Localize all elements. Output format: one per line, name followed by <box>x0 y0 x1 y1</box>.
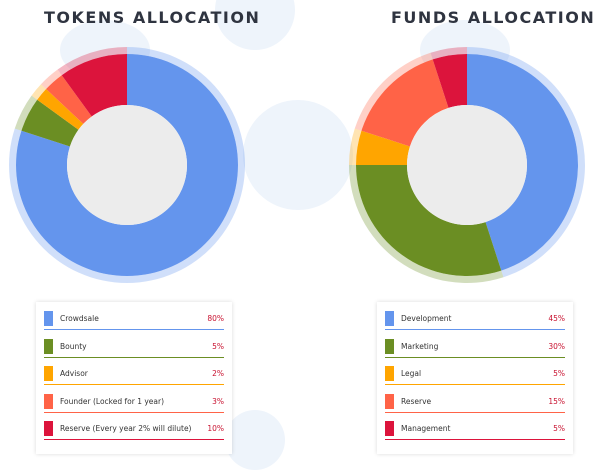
donut-slice <box>361 59 449 147</box>
legend-value: 15% <box>548 396 565 406</box>
legend-swatch <box>44 311 53 326</box>
legend-value: 5% <box>212 341 224 351</box>
donut-slice <box>46 75 92 124</box>
donut-halo-segment <box>354 52 433 131</box>
legend-label: Crowdsale <box>60 314 99 323</box>
legend-label: Advisor <box>60 369 88 378</box>
legend-value: 80% <box>207 314 224 323</box>
tokens-chart-title: TOKENS ALLOCATION <box>44 8 261 27</box>
background-circle <box>225 410 285 470</box>
donut-slice <box>37 89 84 130</box>
legend-row: Legal 5% <box>385 363 565 385</box>
legend-value: 45% <box>548 314 565 323</box>
legend-row: Advisor 2% <box>44 363 224 385</box>
legend-label: Development <box>401 314 452 323</box>
donut-slice <box>356 130 410 165</box>
donut-halo-segment <box>57 47 127 76</box>
legend-swatch <box>44 338 53 354</box>
legend-row: Crowdsale 80% <box>44 308 224 330</box>
legend-value: 3% <box>212 396 224 406</box>
background-circle <box>243 100 353 210</box>
donut-slice <box>21 99 79 147</box>
legend-label: Bounty <box>60 341 87 351</box>
tokens-donut-chart <box>9 47 246 283</box>
legend-swatch <box>385 338 394 354</box>
legend-label: Founder (Locked for 1 year) <box>60 396 165 406</box>
legend-value: 2% <box>212 369 224 378</box>
legend-swatch <box>385 311 394 326</box>
legend-row: Reserve (Every year 2% will dilute) 10% <box>44 418 224 440</box>
legend-row: Marketing 30% <box>385 336 565 358</box>
donut-halo-segment <box>430 47 467 60</box>
donut-halo-segment <box>349 128 362 165</box>
donut-halo-segment <box>31 84 47 100</box>
donut-center <box>67 105 187 225</box>
donut-center <box>407 105 527 225</box>
donut-slice <box>61 54 127 117</box>
donut-halo-segment <box>40 69 62 90</box>
tokens-legend: Crowdsale 80% Bounty 5% Advisor 2% Founder (Lo… <box>36 302 232 454</box>
legend-row: Management 5% <box>385 418 565 440</box>
legend-swatch <box>385 393 394 409</box>
donut-slice <box>356 165 502 276</box>
legend-label: Reserve <box>401 396 432 406</box>
legend-row: Bounty 5% <box>44 336 224 358</box>
funds-legend: Development 45% Marketing 30% Legal 5% Reserve… <box>377 302 573 454</box>
donut-slice <box>467 54 578 271</box>
legend-value: 30% <box>548 341 565 351</box>
funds-chart-title: FUNDS ALLOCATION <box>391 8 596 27</box>
legend-row: Reserve 15% <box>385 391 565 413</box>
legend-value: 5% <box>553 424 565 433</box>
legend-value: 5% <box>553 369 565 378</box>
legend-label: Reserve (Every year 2% will dilute) <box>60 424 192 433</box>
legend-label: Legal <box>401 369 422 378</box>
legend-swatch <box>44 421 53 436</box>
legend-swatch <box>44 393 53 409</box>
legend-row: Development 45% <box>385 308 565 330</box>
legend-value: 10% <box>207 424 224 433</box>
legend-label: Marketing <box>401 341 439 351</box>
funds-donut-chart <box>349 47 585 283</box>
donut-slice <box>432 54 467 108</box>
legend-label: Management <box>401 424 451 433</box>
legend-swatch <box>44 366 53 381</box>
donut-slice <box>15 54 238 276</box>
legend-swatch <box>385 366 394 381</box>
legend-swatch <box>385 421 394 436</box>
donut-halo-segment <box>14 95 38 131</box>
legend-row: Founder (Locked for 1 year) 3% <box>44 391 224 413</box>
